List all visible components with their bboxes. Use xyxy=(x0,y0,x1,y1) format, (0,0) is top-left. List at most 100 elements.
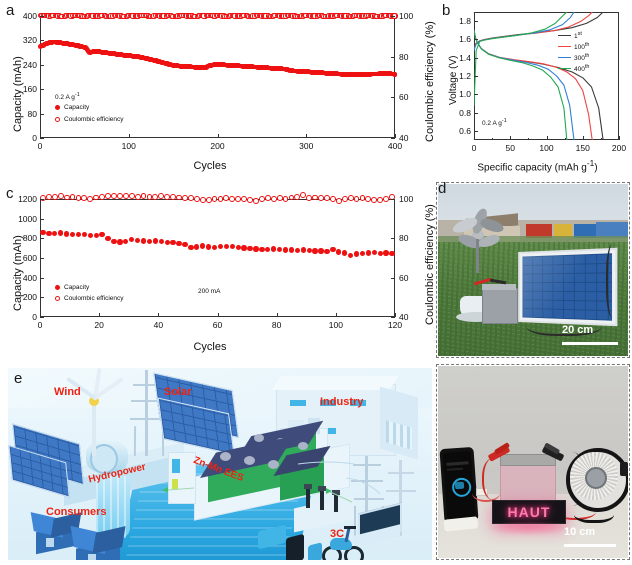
legend-line-swatch xyxy=(558,67,571,70)
data-point-efficiency xyxy=(146,193,153,200)
axis-tick-label: 1.4 xyxy=(459,52,471,63)
panel-b-legend-item-400th: 400th xyxy=(558,63,589,74)
open-circle-icon xyxy=(55,117,60,122)
panel-b-xlabel-sup: -1 xyxy=(586,158,595,168)
axis-tick xyxy=(474,76,478,77)
data-point-efficiency xyxy=(294,194,301,200)
panel-c: c Capacity (mAh) Coulombic efficiency (%… xyxy=(0,185,440,365)
data-point-capacity xyxy=(170,240,176,246)
data-point-efficiency xyxy=(87,195,94,202)
data-point-efficiency xyxy=(182,194,188,201)
axis-tick xyxy=(217,313,219,317)
data-point-efficiency xyxy=(341,195,348,202)
axis-tick-label: 400 xyxy=(387,141,403,151)
data-point-capacity xyxy=(300,247,306,253)
axis-tick xyxy=(40,218,44,220)
axis-tick-label: 80 xyxy=(399,233,409,244)
axis-tick xyxy=(40,277,44,279)
scooter xyxy=(320,526,364,560)
data-point-capacity xyxy=(318,248,324,254)
axis-tick-label: 300 xyxy=(299,141,314,151)
data-point-efficiency xyxy=(199,196,206,203)
panel-a-legend-label-capacity: Capacity xyxy=(64,104,90,111)
axis-tick-label: 1.2 xyxy=(459,71,471,81)
axis-tick xyxy=(40,16,44,17)
data-point-capacity xyxy=(87,232,93,239)
panel-a-legend-capacity: Capacity xyxy=(55,104,89,111)
panel-b-curves xyxy=(474,12,604,140)
data-point-capacity xyxy=(288,247,295,253)
data-point-efficiency xyxy=(176,194,182,201)
axis-tick-label: 80 xyxy=(271,320,282,330)
axis-tick-label: 1200 xyxy=(18,194,37,204)
data-point-capacity xyxy=(276,246,283,253)
panel-d-top-scale-bar xyxy=(562,342,618,345)
legend-label: 300th xyxy=(574,52,590,63)
axis-tick-label: 0.8 xyxy=(459,107,471,118)
axis-tick-label: 1.0 xyxy=(459,89,471,100)
panel-a-label: a xyxy=(6,2,15,19)
data-point-capacity xyxy=(217,243,224,250)
data-point-capacity xyxy=(123,238,129,245)
axis-tick xyxy=(306,134,308,138)
panel-b-label: b xyxy=(442,2,451,19)
data-point-capacity xyxy=(182,241,188,248)
panel-b-annotation-sup: -1 xyxy=(501,118,507,124)
panel-c-legend-ce: Coulombic efficiency xyxy=(55,295,124,302)
data-point-efficiency xyxy=(187,195,194,202)
panel-c-legend-capacity: Capacity xyxy=(55,284,89,291)
data-point-efficiency xyxy=(391,13,397,19)
data-point-efficiency xyxy=(128,193,135,200)
data-point-efficiency xyxy=(105,193,111,200)
axis-tick-label: 400 xyxy=(22,272,37,283)
data-point-capacity xyxy=(271,246,277,252)
data-point-efficiency xyxy=(270,195,277,202)
panel-a-annotation-sup: -1 xyxy=(74,92,80,98)
panel-e-label-industry: Industry xyxy=(320,396,364,408)
data-point-capacity xyxy=(134,237,141,243)
axis-tick-label: 40 xyxy=(153,320,164,330)
data-point-efficiency xyxy=(235,196,242,203)
data-point-efficiency xyxy=(335,198,342,204)
axis-tick xyxy=(40,238,44,240)
data-point-capacity xyxy=(140,238,147,244)
panel-b-annotation: 0.2 A g-1 xyxy=(482,118,507,127)
axis-tick xyxy=(564,138,566,140)
data-point-efficiency xyxy=(45,193,52,200)
data-point-capacity xyxy=(377,250,383,256)
data-point-capacity xyxy=(75,231,82,238)
axis-tick xyxy=(391,199,395,200)
panel-a-annotation-text: 0.2 A g xyxy=(55,94,75,102)
axis-tick-label: 40 xyxy=(399,133,409,143)
axis-tick xyxy=(474,39,478,41)
data-point-capacity xyxy=(235,244,241,251)
data-point-efficiency xyxy=(282,195,289,202)
data-point-capacity xyxy=(46,230,52,236)
axis-tick xyxy=(395,134,396,138)
axis-tick-label: 0 xyxy=(32,133,37,143)
data-point-efficiency xyxy=(116,193,123,200)
curve-400th xyxy=(474,12,568,106)
panel-e-label-3c: 3C xyxy=(330,528,345,540)
data-point-capacity xyxy=(336,249,342,255)
battery-pack xyxy=(482,288,518,324)
legend-label: 400th xyxy=(574,63,590,74)
panel-b-legend: 1st 100th 300th 400th xyxy=(558,30,589,74)
legend-line-swatch xyxy=(558,45,571,48)
panel-b-legend-item-1st: 1st xyxy=(558,30,589,41)
axis-tick xyxy=(492,138,494,140)
led-sign-text: HAUT xyxy=(507,504,551,520)
axis-tick xyxy=(40,64,44,66)
axis-tick-label: 100 xyxy=(399,194,414,204)
data-point-efficiency xyxy=(253,198,259,205)
data-point-capacity xyxy=(359,250,366,256)
data-point-efficiency xyxy=(383,196,390,202)
axis-tick-label: 100 xyxy=(399,11,414,21)
axis-tick-label: 200 xyxy=(210,141,225,151)
data-point-capacity xyxy=(282,247,289,253)
data-point-capacity xyxy=(200,243,206,249)
axis-tick-label: 1.6 xyxy=(459,34,471,45)
axis-tick xyxy=(391,277,395,279)
axis-tick-label: 60 xyxy=(399,272,409,283)
data-point-capacity xyxy=(223,243,230,249)
